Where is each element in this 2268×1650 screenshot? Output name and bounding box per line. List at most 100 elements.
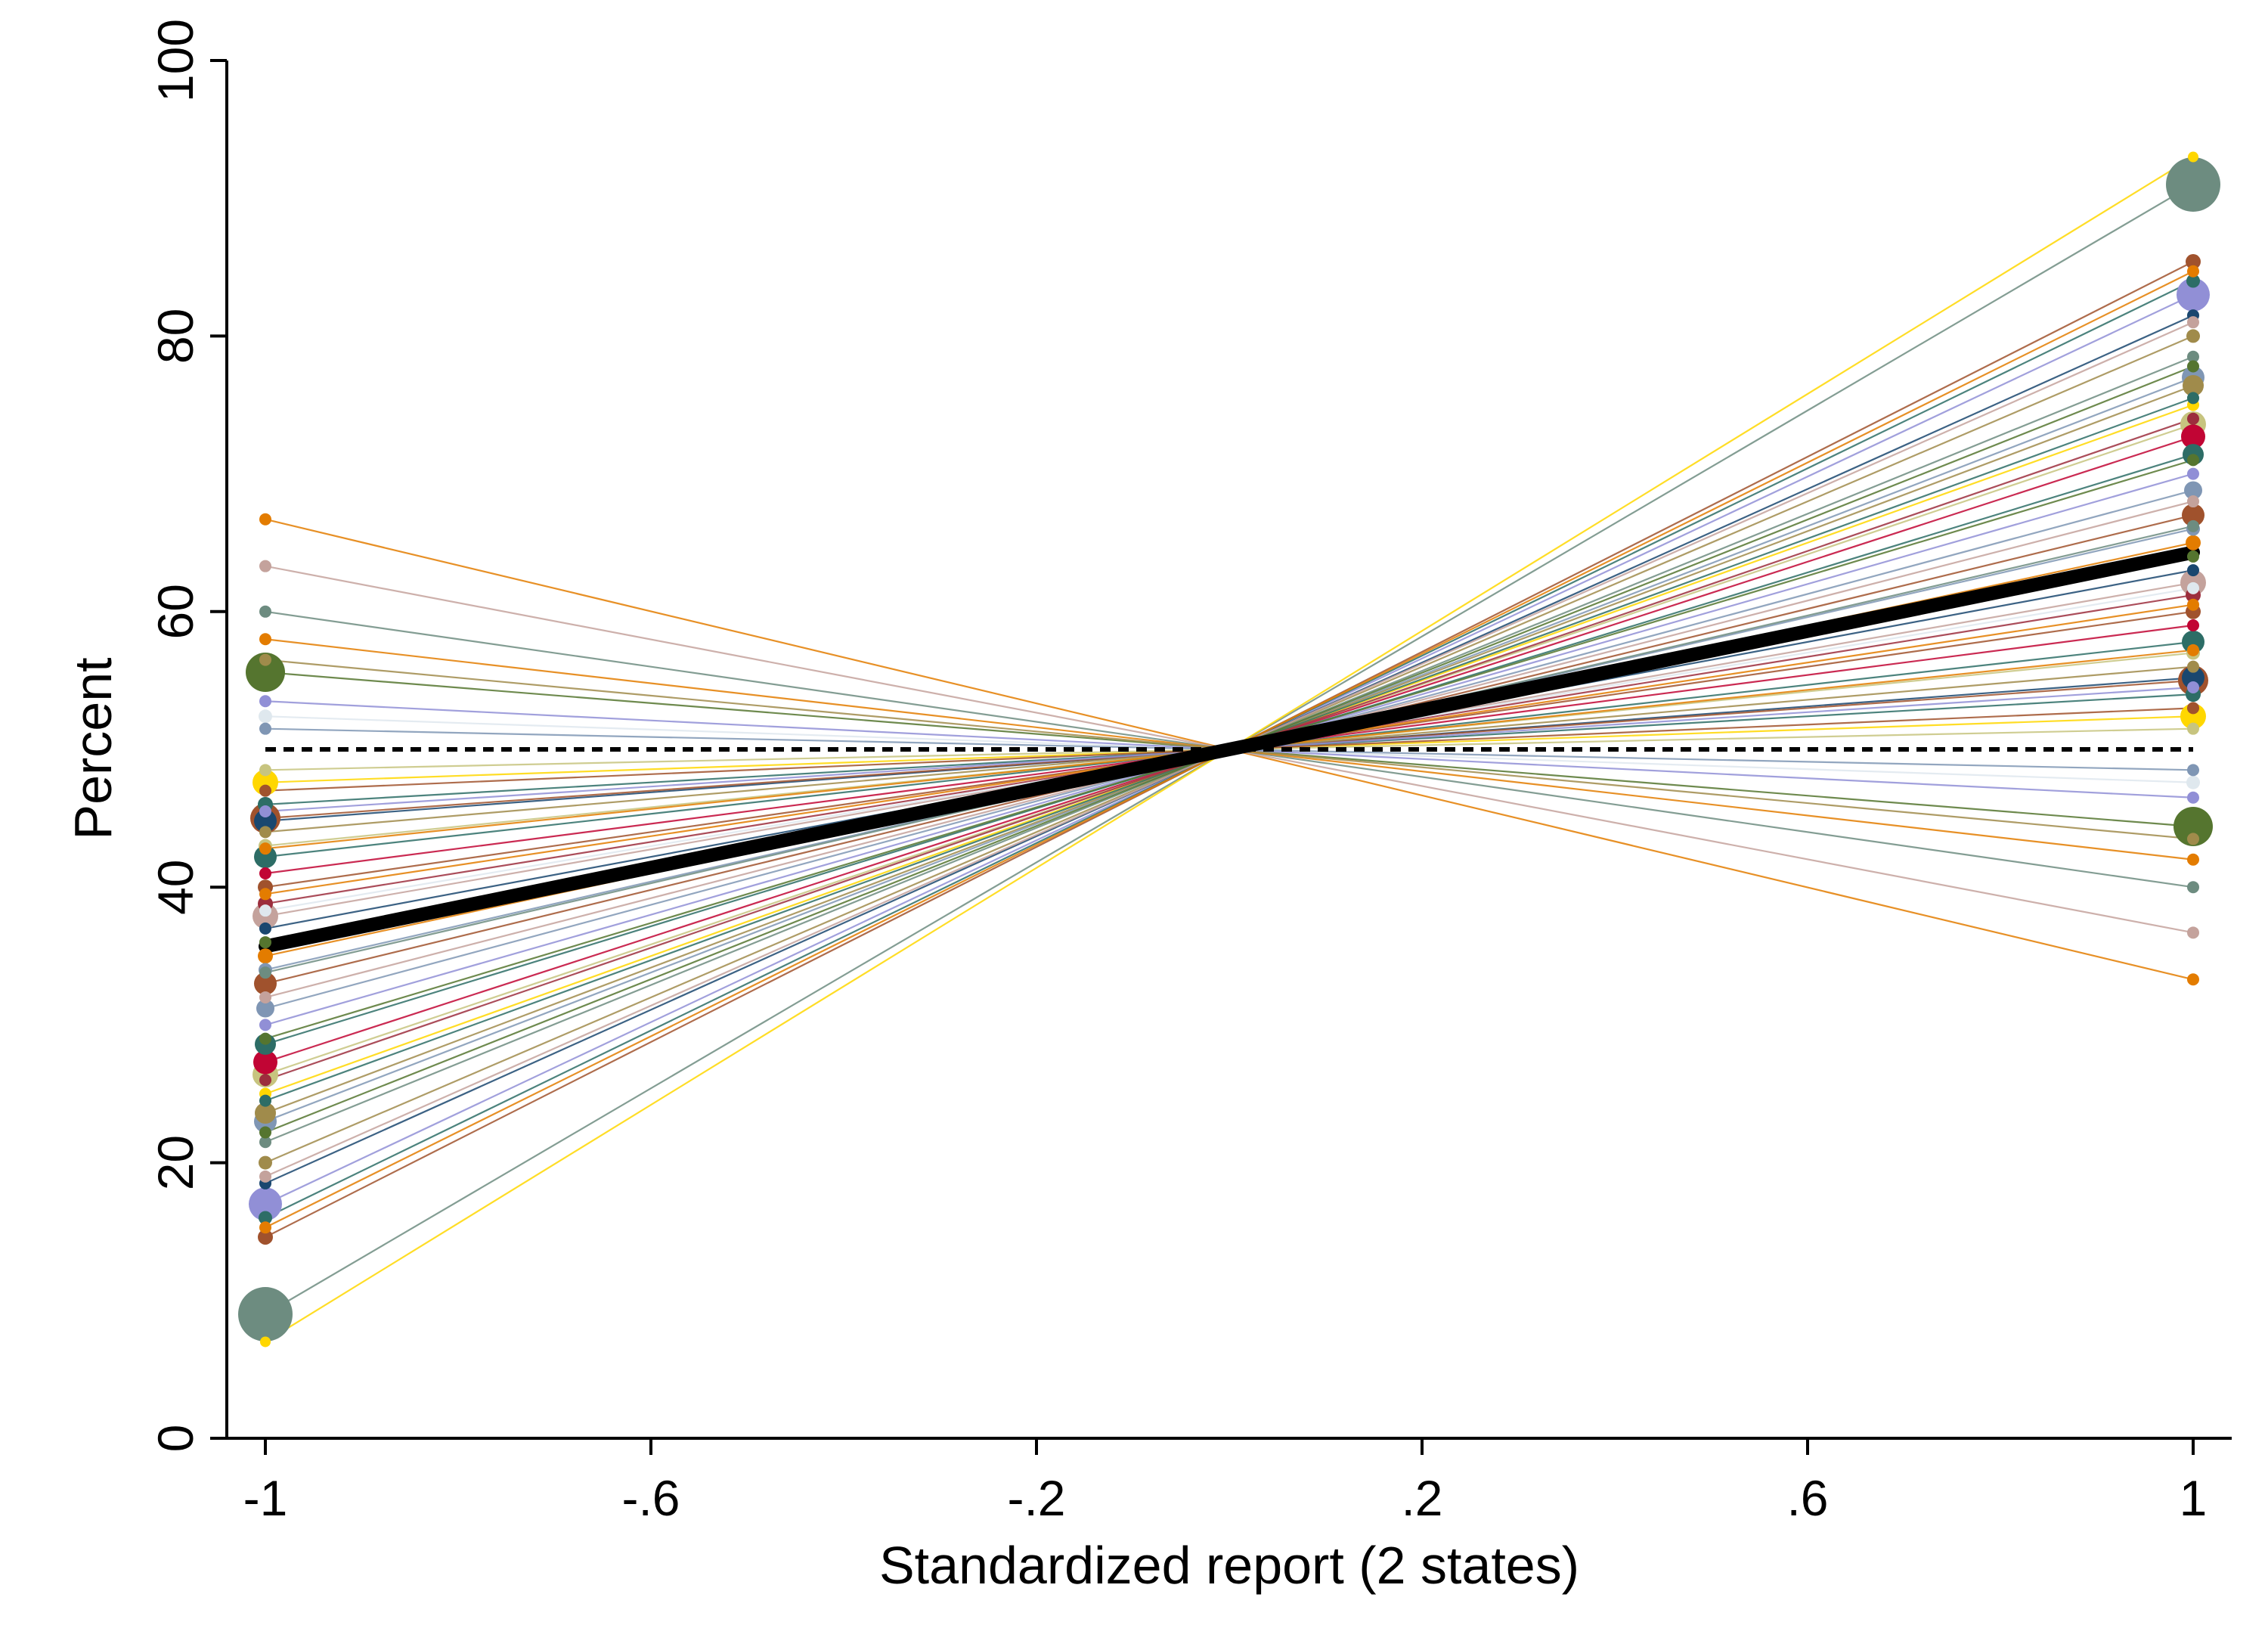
- series-point: [2186, 254, 2201, 270]
- x-tick-label: -.6: [621, 1470, 680, 1526]
- y-tick-label: 20: [147, 1135, 203, 1190]
- mean-layer: [259, 545, 2200, 954]
- y-axis-title: Percent: [64, 657, 122, 839]
- series-point: [2187, 764, 2199, 777]
- series-point: [2187, 520, 2199, 532]
- y-tick-label: 0: [147, 1425, 203, 1453]
- series-point: [2182, 630, 2204, 653]
- series-point: [256, 999, 274, 1018]
- series-point: [259, 1074, 271, 1087]
- series-point: [259, 560, 271, 572]
- series-point: [259, 1211, 272, 1225]
- x-tick-label: .6: [1786, 1470, 1828, 1526]
- series-point: [2184, 481, 2202, 500]
- y-tick-label: 40: [147, 859, 203, 914]
- series-point: [2187, 467, 2199, 480]
- series-point: [2187, 350, 2199, 363]
- series-point: [2174, 807, 2213, 847]
- series-point: [2187, 833, 2199, 845]
- x-tick-label: -1: [243, 1470, 288, 1526]
- series-point: [2187, 973, 2199, 986]
- series-points: [238, 151, 2220, 1348]
- series-point: [254, 809, 277, 833]
- series-point: [2187, 582, 2199, 594]
- series-point: [2187, 316, 2199, 329]
- series-point: [259, 1032, 271, 1045]
- series-point: [259, 1221, 271, 1234]
- series-point: [2187, 550, 2199, 563]
- series-point: [259, 991, 271, 1003]
- series-point: [259, 1136, 271, 1149]
- series-point: [259, 653, 271, 666]
- series-point: [2187, 681, 2199, 694]
- y-tick-label: 100: [147, 19, 203, 102]
- series-point: [255, 1103, 276, 1124]
- series-point: [2187, 454, 2199, 467]
- series-point: [2187, 926, 2199, 939]
- series-point: [2182, 666, 2204, 690]
- series-point: [2177, 278, 2210, 312]
- x-axis-title: Standardized report (2 states): [879, 1536, 1579, 1595]
- series-point: [259, 1126, 271, 1139]
- series-point: [2187, 360, 2199, 373]
- series-point: [2182, 504, 2204, 527]
- series-point: [2187, 619, 2199, 632]
- series-point: [259, 709, 272, 724]
- mean-line: [259, 545, 2200, 954]
- series-point: [259, 867, 271, 879]
- series-point: [259, 805, 271, 817]
- series-point: [2186, 274, 2200, 288]
- series-point: [259, 826, 271, 839]
- series-point: [259, 633, 271, 646]
- series-point: [2186, 329, 2200, 343]
- series-point: [2183, 374, 2204, 396]
- series-point: [2187, 702, 2199, 715]
- series-point: [260, 1336, 271, 1348]
- series-point: [259, 966, 271, 979]
- y-ticks: 0 20 40 60 80 100: [147, 19, 227, 1452]
- series-point: [238, 1287, 293, 1342]
- series-point: [2188, 151, 2198, 163]
- series-point: [2166, 157, 2220, 212]
- series-point: [259, 922, 271, 935]
- series-point: [2186, 775, 2200, 789]
- series-point: [259, 1170, 271, 1183]
- x-tick-label: .2: [1401, 1470, 1442, 1526]
- x-tick-label: -.2: [1007, 1470, 1065, 1526]
- series-point: [2187, 881, 2199, 894]
- series-point: [259, 904, 271, 917]
- series-point: [2187, 392, 2199, 405]
- series-point: [2186, 535, 2201, 551]
- series-point: [259, 888, 271, 901]
- series-point: [259, 842, 271, 855]
- series-point: [2187, 598, 2199, 611]
- y-tick-label: 80: [147, 309, 203, 364]
- series-point: [2187, 644, 2199, 656]
- y-tick-label: 60: [147, 584, 203, 639]
- series-point: [2180, 703, 2206, 730]
- series-point: [254, 845, 277, 869]
- series-point: [259, 695, 271, 708]
- series-point: [258, 948, 273, 964]
- series-point: [259, 764, 271, 777]
- series-point: [259, 1155, 272, 1170]
- series-point: [2187, 722, 2199, 735]
- x-ticks: -1 -.6 -.2 .2 .6 1: [243, 1438, 2207, 1526]
- series-point: [2187, 791, 2199, 804]
- series-point: [254, 972, 277, 995]
- series-point: [2187, 660, 2199, 673]
- series-point: [249, 1187, 282, 1221]
- series-point: [2181, 424, 2205, 449]
- series-point: [259, 936, 271, 949]
- series-point: [258, 1229, 273, 1245]
- series-point: [2187, 853, 2199, 866]
- series-point: [246, 652, 285, 692]
- series-point: [259, 513, 271, 526]
- series-point: [253, 1050, 277, 1075]
- series-point: [259, 784, 271, 797]
- series-point: [2187, 412, 2199, 425]
- axes: [225, 60, 2232, 1440]
- series-point: [259, 1094, 271, 1107]
- series-point: [253, 769, 278, 796]
